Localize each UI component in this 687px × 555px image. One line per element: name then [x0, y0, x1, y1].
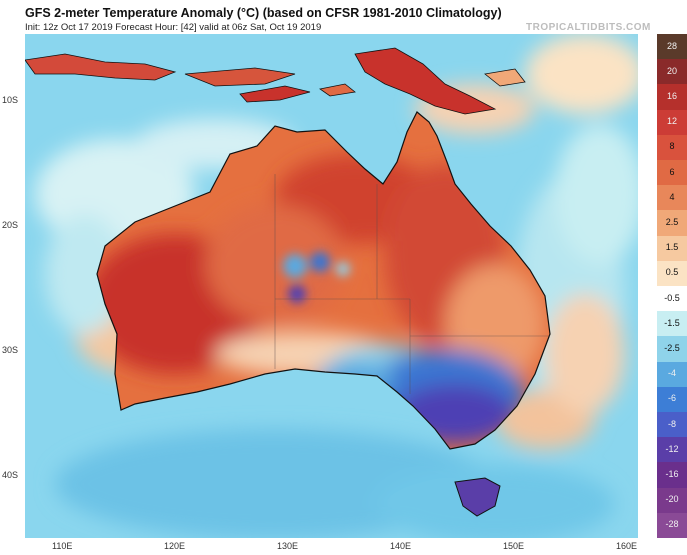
- colorbar-label: -12: [665, 443, 679, 454]
- colorbar-label: 12: [666, 116, 677, 127]
- lon-label-150e: 150E: [503, 541, 525, 551]
- colorbar-swatch: [657, 160, 687, 186]
- northern-islands: [25, 47, 526, 115]
- colorbar-label: -16: [665, 469, 679, 479]
- colorbar-label: -2.5: [664, 343, 680, 353]
- colorbar-swatch: [657, 235, 687, 262]
- colorbar-label: 16: [666, 91, 677, 101]
- colorbar-label: 0.5: [665, 267, 679, 278]
- colorbar-label: 20: [666, 65, 677, 76]
- state-borders: [274, 174, 550, 394]
- map-canvas: [25, 34, 638, 538]
- colorbar-label: -0.5: [664, 292, 680, 303]
- colorbar-swatch: [657, 487, 687, 514]
- colorbar-swatch: [657, 59, 687, 85]
- colorbar-swatch: [657, 412, 687, 438]
- colorbar-label: -4: [667, 368, 676, 379]
- colorbar-label: -8: [667, 418, 676, 429]
- lon-label-140e: 140E: [390, 541, 412, 551]
- lon-label-160e: 160E: [616, 541, 638, 551]
- colorbar-swatch: [657, 386, 687, 413]
- colorbar-swatch: [657, 311, 687, 337]
- colorbar-label: -20: [665, 494, 679, 505]
- lon-label-110e: 110E: [52, 541, 73, 551]
- colorbar-swatch: [657, 361, 687, 388]
- colorbar-label: 1.5: [665, 242, 679, 253]
- lat-label-40s: 40S: [2, 470, 19, 480]
- colorbar-swatch: [657, 185, 687, 211]
- brand-watermark[interactable]: TROPICALTIDBITS.COM: [526, 22, 651, 33]
- colorbar-label: 6: [669, 166, 675, 177]
- colorbar-label: 28: [666, 40, 677, 51]
- temperature-anomaly-map: [25, 34, 638, 538]
- colorbar-swatch: [657, 84, 687, 111]
- colorbar-swatch: [657, 286, 687, 312]
- colorbar-label: 2.5: [665, 217, 679, 227]
- colorbar-swatch: [657, 134, 687, 161]
- map-title: GFS 2-meter Temperature Anomaly (°C) (ba…: [25, 6, 502, 20]
- lon-label-120e: 120E: [164, 541, 186, 551]
- map-subtitle: Init: 12z Oct 17 2019 Forecast Hour: [42…: [25, 22, 322, 33]
- colorbar-swatch: [657, 109, 687, 136]
- colorbar-swatch: [657, 512, 687, 539]
- colorbar-swatch: [657, 437, 687, 463]
- colorbar-label: 4: [669, 191, 675, 202]
- australia-coastline: [96, 111, 551, 450]
- colorbar-swatch: [657, 462, 687, 489]
- colorbar-swatch: [657, 336, 687, 363]
- lat-label-20s: 20S: [2, 220, 19, 230]
- colorbar-swatch: [657, 260, 687, 287]
- colorbar-label: -28: [665, 519, 679, 530]
- colorbar-label: 8: [669, 141, 675, 152]
- colorbar-label: -1.5: [664, 317, 680, 328]
- lat-label-30s: 30S: [2, 345, 19, 355]
- land-anomaly-field: [97, 154, 545, 444]
- colorbar-swatch: [657, 34, 687, 60]
- lat-label-10s: 10S: [2, 95, 19, 105]
- colorbar-swatch: [657, 210, 687, 237]
- lon-label-130e: 130E: [277, 541, 299, 551]
- colorbar: 28 20 16 12 8 6 4 2.5 1.5 0.5 -0.5 -1.5 -2.5 -4 -6 -8 -1…: [657, 34, 687, 539]
- colorbar-label: -6: [667, 393, 676, 404]
- tasmania: [454, 477, 501, 517]
